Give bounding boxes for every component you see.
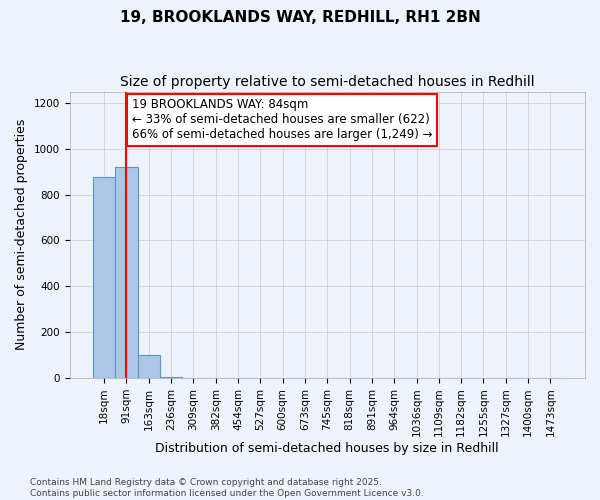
Text: 19, BROOKLANDS WAY, REDHILL, RH1 2BN: 19, BROOKLANDS WAY, REDHILL, RH1 2BN bbox=[119, 10, 481, 25]
Title: Size of property relative to semi-detached houses in Redhill: Size of property relative to semi-detach… bbox=[120, 75, 535, 89]
Bar bbox=[160, 377, 182, 378]
Bar bbox=[115, 167, 137, 378]
X-axis label: Distribution of semi-detached houses by size in Redhill: Distribution of semi-detached houses by … bbox=[155, 442, 499, 455]
Bar bbox=[137, 355, 160, 378]
Y-axis label: Number of semi-detached properties: Number of semi-detached properties bbox=[15, 119, 28, 350]
Text: Contains HM Land Registry data © Crown copyright and database right 2025.
Contai: Contains HM Land Registry data © Crown c… bbox=[30, 478, 424, 498]
Bar bbox=[93, 178, 115, 378]
Text: 19 BROOKLANDS WAY: 84sqm
← 33% of semi-detached houses are smaller (622)
66% of : 19 BROOKLANDS WAY: 84sqm ← 33% of semi-d… bbox=[132, 98, 433, 142]
